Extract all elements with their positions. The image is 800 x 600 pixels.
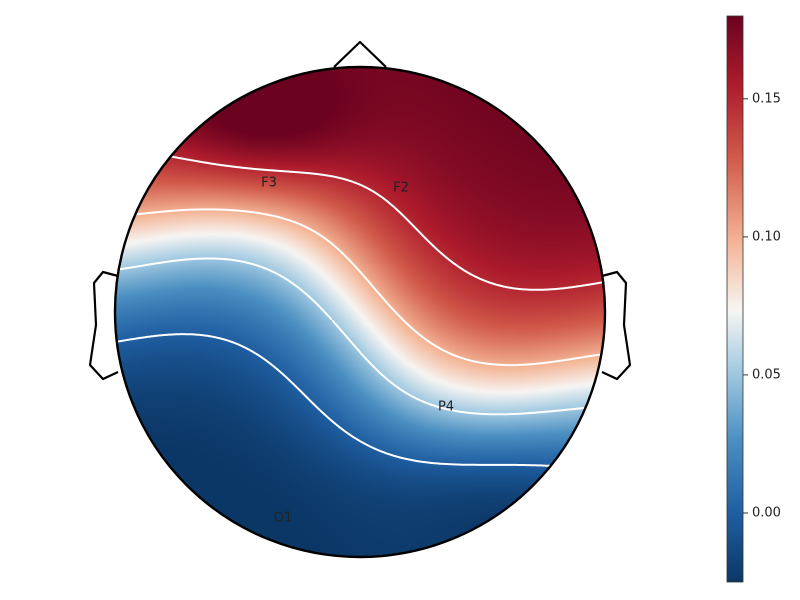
contour-line-0: [115, 333, 605, 474]
head-outline: [88, 40, 632, 381]
nose-outline: [333, 40, 387, 68]
electrode-label-f3: F3: [261, 176, 277, 191]
electrode-labels: F3 F2 P4 O1: [261, 176, 454, 526]
topomap-field: [115, 67, 605, 557]
head-circle: [113, 65, 607, 559]
scalp-potential-map: [115, 67, 605, 557]
colorbar-tick-label: 0.10: [752, 229, 781, 244]
right-ear-outline: [601, 270, 632, 381]
contour-lines: [115, 144, 605, 474]
colorbar: 0.00 0.05 0.10 0.15: [726, 15, 781, 583]
colorbar-tick-label: 0.15: [752, 91, 781, 106]
colorbar-tick-label: 0.00: [752, 506, 781, 521]
electrode-label-p4: P4: [438, 400, 454, 415]
colorbar-ticks: 0.00 0.05 0.10 0.15: [743, 91, 781, 521]
colorbar-gradient: [726, 15, 744, 583]
electrode-label-f2: F2: [393, 181, 409, 196]
contour-line-1: [115, 257, 605, 416]
colorbar-tick-label: 0.05: [752, 367, 781, 382]
left-ear-outline: [88, 270, 119, 381]
electrode-label-o1: O1: [274, 511, 293, 526]
